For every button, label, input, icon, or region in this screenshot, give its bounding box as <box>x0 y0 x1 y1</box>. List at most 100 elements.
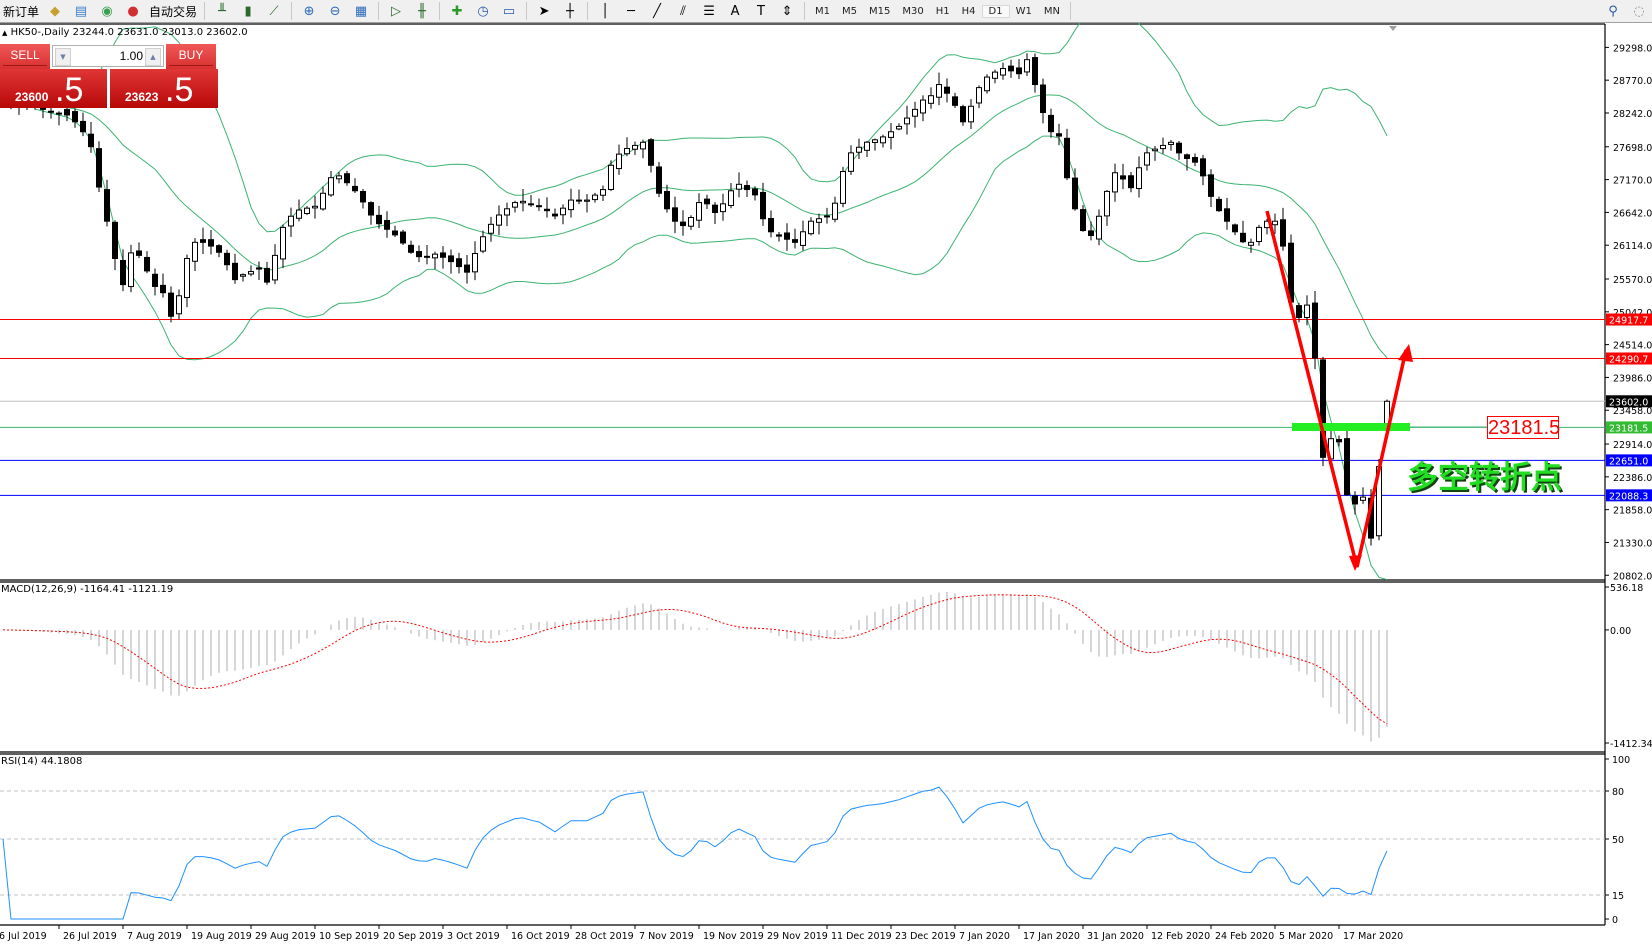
line-chart-icon[interactable]: ⟋ <box>269 3 279 19</box>
bull-candle <box>1136 167 1142 190</box>
timeframe-h4[interactable]: H4 <box>961 5 976 17</box>
bull-candle <box>728 190 734 206</box>
chart-window[interactable]: 536.18 0.00 -1412.34 100 80 50 15 0 29298.0 287… <box>0 23 1652 944</box>
bull-candle <box>1160 144 1166 150</box>
toolbar-divider <box>378 2 380 20</box>
bear-candle <box>424 255 430 258</box>
date-tick-label: 17 Jan 2020 <box>1023 931 1080 942</box>
community-icon[interactable]: ◌ <box>1633 3 1645 19</box>
bear-candle <box>232 262 238 281</box>
buy-price-button[interactable]: 23623 .5 <box>110 69 218 109</box>
timeframe-m1[interactable]: M1 <box>815 5 831 17</box>
zoom-in-icon[interactable]: ⊕ <box>303 3 315 19</box>
vertical-line-icon[interactable]: │ <box>601 3 609 19</box>
signals-icon[interactable]: ◉ <box>101 3 113 19</box>
level-annotation-box[interactable]: 23181.5 <box>1487 416 1561 439</box>
bull-candle <box>240 274 246 277</box>
bull-candle <box>968 105 974 123</box>
bear-candle <box>1208 174 1214 197</box>
bear-candle <box>112 221 118 260</box>
cursor-icon[interactable]: ➤ <box>538 3 550 19</box>
market-watch-icon[interactable]: ◆ <box>50 3 61 19</box>
price-tick-label: 27170.0 <box>1613 176 1652 187</box>
search-icon[interactable]: ⚲ <box>1608 3 1618 19</box>
bull-candle <box>936 84 942 98</box>
price-tick-label: 21858.0 <box>1613 506 1652 517</box>
candlestick-icon[interactable]: ▮ <box>244 3 252 19</box>
bear-candle <box>440 252 446 258</box>
text-label-icon[interactable]: T <box>757 3 765 19</box>
sell-button[interactable]: SELL <box>0 44 50 69</box>
fibonacci-icon[interactable]: ☰ <box>703 3 715 19</box>
navigator-icon[interactable]: ▤ <box>74 3 88 19</box>
bear-candle <box>1032 57 1038 86</box>
auto-trading-icon[interactable]: ● <box>127 3 139 19</box>
bull-candle <box>128 252 134 288</box>
date-tick-label: 24 Feb 2020 <box>1215 931 1274 942</box>
tile-windows-icon[interactable]: ▦ <box>354 3 368 19</box>
text-icon[interactable]: A <box>730 3 740 19</box>
turning-point-annotation[interactable]: 多空转折点 <box>1407 460 1562 496</box>
bear-candle <box>216 245 222 253</box>
horizontal-line-icon[interactable]: ─ <box>627 3 635 19</box>
rsi-label: RSI(14) 44.1808 <box>1 756 83 767</box>
timeframe-d1[interactable]: D1 <box>981 4 1010 18</box>
timeframe-m5[interactable]: M5 <box>842 5 858 17</box>
bull-candle <box>1000 67 1006 76</box>
equidistant-channel-icon[interactable]: ⫽ <box>680 3 686 19</box>
price-line-label: 24290.7 <box>1609 354 1648 365</box>
bull-candle <box>176 295 182 315</box>
price-line-label-bg <box>1606 489 1652 502</box>
templates-icon[interactable]: ▭ <box>502 3 516 19</box>
bear-candle <box>96 148 102 188</box>
chart-shift-icon[interactable]: ╫ <box>418 3 426 19</box>
buy-button[interactable]: BUY <box>166 44 216 69</box>
macd-label: MACD(12,26,9) -1164.41 -1121.19 <box>1 584 174 595</box>
timeframe-m15[interactable]: M15 <box>869 5 891 17</box>
bear-candle <box>552 213 558 217</box>
price-tick-label: 25570.0 <box>1613 275 1652 286</box>
bull-candle <box>720 203 726 213</box>
bull-candle <box>632 144 638 150</box>
bull-candle <box>816 218 822 223</box>
trendline-icon[interactable]: ╱ <box>653 3 661 19</box>
zoom-out-icon[interactable]: ⊖ <box>329 3 341 19</box>
sell-price-button[interactable]: 23600 .5 <box>0 69 107 109</box>
bull-candle <box>824 215 830 218</box>
auto-scroll-icon[interactable]: ▷ <box>391 3 402 19</box>
bull-candle <box>616 153 622 170</box>
date-tick-label: 16 Oct 2019 <box>511 931 570 942</box>
price-tick-label: 28242.0 <box>1613 109 1652 120</box>
timeframe-h1[interactable]: H1 <box>935 5 950 17</box>
bear-candle <box>1200 158 1206 177</box>
timeframe-w1[interactable]: W1 <box>1015 5 1032 17</box>
lot-decrease-button[interactable]: ▼ <box>55 48 71 66</box>
bear-candle <box>344 173 350 184</box>
bar-chart-icon[interactable]: ╨ <box>218 3 226 19</box>
lot-increase-button[interactable]: ▲ <box>145 48 161 66</box>
timeframe-mn[interactable]: MN <box>1043 5 1060 17</box>
date-tick-label: 26 Jul 2019 <box>63 931 117 942</box>
bear-candle <box>1352 495 1358 505</box>
lot-size-input[interactable]: ▼ 1.00 ▲ <box>52 45 164 67</box>
bull-candle <box>1360 496 1366 501</box>
bull-candle <box>1152 148 1158 152</box>
indicators-icon[interactable]: ✚ <box>451 3 463 19</box>
timeframe-m30[interactable]: M30 <box>902 5 924 17</box>
bull-candle <box>496 214 502 226</box>
toolbar-divider <box>204 2 206 20</box>
auto-trading-button[interactable]: 自动交易 <box>149 4 198 19</box>
bull-candle <box>536 205 542 208</box>
lot-value[interactable]: 1.00 <box>119 49 143 63</box>
rsi-tick-label: 100 <box>1612 755 1630 766</box>
bull-candle <box>880 136 886 144</box>
bear-candle <box>376 214 382 225</box>
periods-icon[interactable]: ◷ <box>477 3 489 19</box>
price-line-label-bg <box>1606 313 1652 326</box>
collapse-triangle-icon[interactable]: ▲ <box>2 29 8 37</box>
arrows-icon[interactable]: ⇕ <box>781 3 793 19</box>
bear-candle <box>208 239 214 247</box>
buy-price-pip: .5 <box>165 71 194 109</box>
new-order-button[interactable]: 新订单 <box>3 4 40 19</box>
crosshair-icon[interactable]: ┼ <box>566 3 574 19</box>
